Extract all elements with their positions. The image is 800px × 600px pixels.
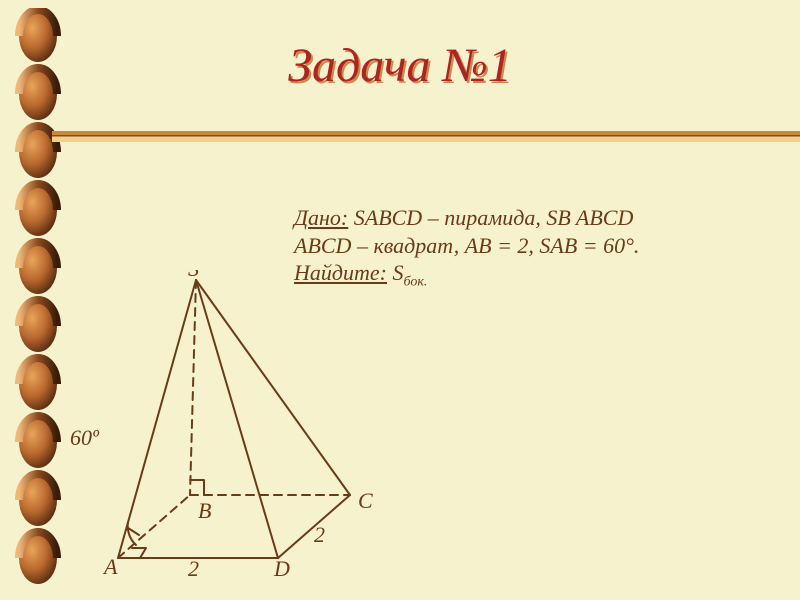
given-label: Дано: [294, 205, 348, 230]
lbl-AD-2: 2 [188, 556, 199, 580]
divider-rule [52, 130, 800, 142]
find-sub: бок. [404, 274, 428, 289]
lbl-D: D [273, 556, 290, 580]
given-line-2: ABCD – квадрат, AB = 2, SAB = 60°. [294, 232, 639, 260]
lbl-DC-2: 2 [314, 522, 325, 547]
lbl-S: S [188, 270, 199, 281]
pyramid-diagram: S A B C D 60º 2 2 [70, 270, 400, 580]
lbl-angle60: 60º [70, 425, 100, 450]
given-1a: SABCD – пирамида, SB [348, 205, 576, 230]
lbl-A: A [102, 554, 118, 579]
lbl-C: C [358, 488, 373, 513]
given-line-1: Дано: SABCD – пирамида, SB ABCD [294, 204, 639, 232]
slide-title: Задача №1 [0, 38, 800, 93]
spiral-binding [14, 8, 62, 592]
lbl-B: B [198, 498, 211, 523]
given-1b: ABCD [576, 205, 633, 230]
